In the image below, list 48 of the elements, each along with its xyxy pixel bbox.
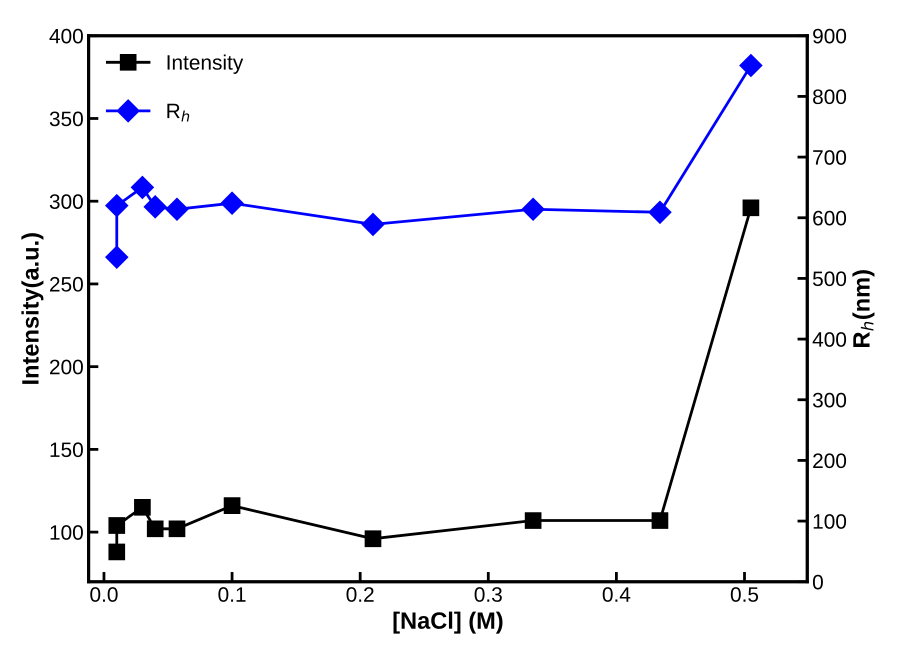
point [108,517,126,534]
point [361,212,384,236]
point [105,194,128,218]
point [105,246,128,269]
x-axis-title: [NaCl] (M) [394,612,502,634]
y-tick-label: 200 [50,360,83,374]
y-axis-title: Intensity(a.u.) [21,233,44,384]
y2-tick-label: 500 [812,271,846,286]
point [220,192,244,215]
y2-tick-label: 600 [813,210,846,226]
point [742,199,760,216]
point [165,198,188,221]
y-tick-label: 100 [50,525,83,540]
point [108,544,126,560]
point [524,512,542,529]
x-tick-label: 0.3 [474,587,502,602]
y2-tick-label: 100 [814,514,846,529]
y2-tick-label: 900 [813,28,846,44]
y-tick-label: 350 [50,111,83,126]
point [224,497,240,514]
point [522,198,545,221]
y2-tick-label: 700 [813,150,846,165]
y2-tick-label: 800 [813,89,846,104]
legend-label: Intensity [168,54,244,74]
x-tick-label: 0.4 [602,587,630,602]
y2-tick-label: 400 [812,332,846,347]
point [134,498,151,516]
point [168,520,186,538]
x-tick-label: 0.1 [218,587,246,602]
y2-tick-label: 200 [813,453,846,468]
y-tick-label: 250 [50,276,83,292]
point [648,200,672,224]
x-tick-label: 0.2 [346,587,374,602]
y2-tick-label: 300 [812,392,846,408]
point [130,176,154,199]
x-tick-label: 0.5 [730,587,758,602]
point [739,54,762,77]
point [364,530,382,548]
y-tick-label: 400 [49,28,83,44]
point [144,195,167,218]
y2-tick-label: 0 [812,574,823,590]
point [146,520,164,538]
y-tick-label: 150 [50,442,83,458]
y-tick-label: 300 [50,194,83,209]
y2-axis-title: R$_{h}$(nm) [852,270,874,347]
legend-label: R$_{h}$ [167,104,190,122]
point [652,512,668,529]
x-tick-label: 0.0 [90,587,118,602]
